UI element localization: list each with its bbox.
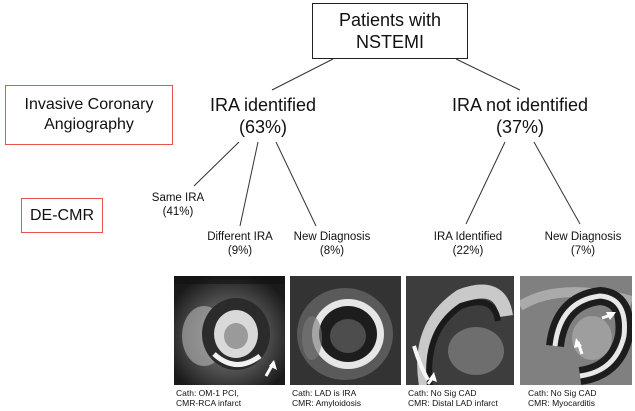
connector-ira-to-different xyxy=(239,141,259,227)
caption-3-cmr: CMR: Distal LAD infarct xyxy=(408,398,498,408)
leaf-different-ira-label: Different IRA xyxy=(207,231,273,243)
node-ira-not-identified: IRA not identified (37%) xyxy=(425,94,615,138)
connector-root-to-no-ira xyxy=(455,58,521,91)
caption-image-1: Cath: OM-1 PCI, CMR-RCA infarct xyxy=(176,388,241,408)
caption-image-2: Cath: LAD is IRA CMR: Amyloidosis xyxy=(292,388,361,408)
connector-root-to-ira xyxy=(271,58,334,91)
node-ira-identified-percent: (63%) xyxy=(238,117,287,137)
leaf-ira-identified-right: IRA Identified (22%) xyxy=(418,230,518,258)
caption-image-4: Cath: No Sig CAD CMR: Myocarditis xyxy=(528,388,597,408)
connector-ira-to-newdiag xyxy=(275,141,317,227)
root-node-patients-nstemi: Patients with NSTEMI xyxy=(312,3,468,59)
mri-image-distal-lad-infarct xyxy=(406,276,514,385)
leaf-same-ira: Same IRA (41%) xyxy=(138,191,218,219)
caption-2-cath: Cath: LAD is IRA xyxy=(292,388,357,398)
caption-3-cath: Cath: No Sig CAD xyxy=(408,388,477,398)
connector-noira-to-newdiag xyxy=(533,141,581,225)
connector-noira-to-identified xyxy=(465,141,506,225)
decmr-label-box: DE-CMR xyxy=(21,198,103,233)
leaf-new-diagnosis-left-percent: (8%) xyxy=(319,245,345,257)
leaf-different-ira: Different IRA (9%) xyxy=(190,230,290,258)
node-ira-identified-label: IRA identified xyxy=(209,95,317,115)
leaf-new-diagnosis-left: New Diagnosis (8%) xyxy=(282,230,382,258)
caption-4-cmr: CMR: Myocarditis xyxy=(528,398,596,408)
leaf-ira-identified-right-percent: (22%) xyxy=(452,245,484,257)
leaf-new-diagnosis-right-label: New Diagnosis xyxy=(544,231,622,243)
ica-line-2: Angiography xyxy=(44,116,134,133)
caption-2-cmr: CMR: Amyloidosis xyxy=(292,398,361,408)
node-ira-not-identified-label: IRA not identified xyxy=(451,95,589,115)
mri-image-rca-infarct xyxy=(174,276,285,385)
decmr-label: DE-CMR xyxy=(30,206,94,224)
leaf-new-diagnosis-right-percent: (7%) xyxy=(570,245,596,257)
leaf-new-diagnosis-right: New Diagnosis (7%) xyxy=(533,230,633,258)
leaf-same-ira-label: Same IRA xyxy=(151,192,205,204)
leaf-different-ira-percent: (9%) xyxy=(227,245,253,257)
caption-image-3: Cath: No Sig CAD CMR: Distal LAD infarct xyxy=(408,388,498,408)
leaf-new-diagnosis-left-label: New Diagnosis xyxy=(293,231,371,243)
leaf-ira-identified-right-label: IRA Identified xyxy=(433,231,503,243)
leaf-same-ira-percent: (41%) xyxy=(162,206,194,218)
root-line-2: NSTEMI xyxy=(355,32,424,52)
caption-1-cath: Cath: OM-1 PCI, xyxy=(176,388,239,398)
caption-1-cmr: CMR-RCA infarct xyxy=(176,398,242,408)
connector-ira-to-same xyxy=(193,141,240,187)
mri-image-amyloidosis xyxy=(290,276,401,385)
node-ira-not-identified-percent: (37%) xyxy=(495,117,544,137)
caption-4-cath: Cath: No Sig CAD xyxy=(528,388,597,398)
mri-image-myocarditis xyxy=(520,276,632,385)
root-line-1: Patients with xyxy=(338,10,442,30)
ica-line-1: Invasive Coronary xyxy=(24,96,154,113)
node-ira-identified: IRA identified (63%) xyxy=(188,94,338,138)
ica-label-box: Invasive Coronary Angiography xyxy=(5,85,173,145)
